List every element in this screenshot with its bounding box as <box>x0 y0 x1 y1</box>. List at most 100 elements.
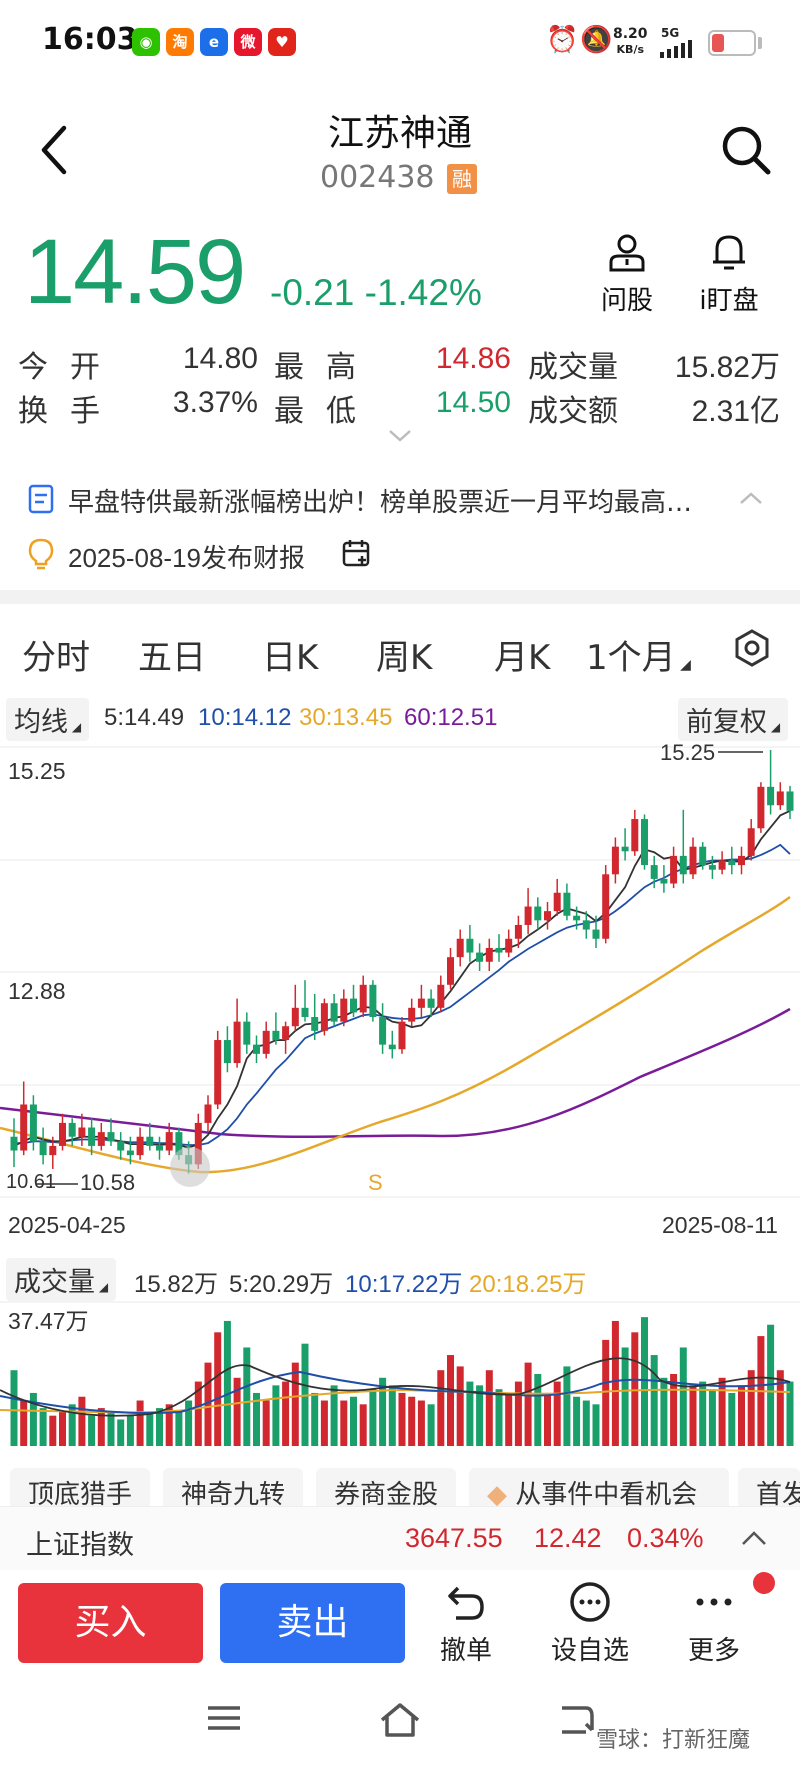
volume-bar <box>20 1400 28 1446</box>
volume-bar <box>243 1347 251 1446</box>
recent-apps-menu-icon[interactable] <box>204 1700 244 1736</box>
watch-button[interactable]: i盯盘 <box>684 232 774 317</box>
volume-bar <box>136 1400 144 1446</box>
volume-bar <box>398 1392 406 1446</box>
lightbulb-icon <box>28 538 54 570</box>
volume-bar <box>282 1381 290 1446</box>
volume-bar <box>563 1366 571 1446</box>
candle <box>369 980 377 1022</box>
stat-amount-label: 成交额 <box>528 394 618 429</box>
candle <box>466 924 474 962</box>
index-change-percent: 0.34% <box>627 1523 704 1553</box>
index-change: 12.42 <box>534 1523 602 1553</box>
volume-bar <box>408 1396 416 1446</box>
stat-open-label: 今开 <box>18 350 122 385</box>
volume-bar <box>708 1389 716 1446</box>
ask-stock-button[interactable]: 问股 <box>582 232 672 317</box>
volume-bar <box>340 1400 348 1446</box>
candle <box>553 878 561 916</box>
sell-button[interactable]: 卖出 <box>220 1583 405 1663</box>
volume-bar <box>437 1370 445 1446</box>
volume-bar <box>679 1347 687 1446</box>
volume-bar <box>660 1377 668 1446</box>
back-button[interactable] <box>36 120 76 180</box>
candle <box>689 837 697 879</box>
tab-weekly-k[interactable]: 周K <box>376 638 433 678</box>
volume-ma10: 10:17.22万 <box>345 1271 463 1298</box>
browser-app-icon: e <box>200 28 228 56</box>
dropdown-triangle-icon: ◢ <box>68 720 82 734</box>
y-axis-top-label: 15.25 <box>8 758 66 784</box>
volume-bar <box>78 1396 86 1446</box>
cancel-order-button[interactable]: 撤单 <box>416 1580 516 1667</box>
stat-low-value: 14.50 <box>435 386 511 419</box>
calendar-add-icon[interactable] <box>342 538 372 568</box>
search-button[interactable] <box>718 122 774 178</box>
tab-monthly-k[interactable]: 月K <box>494 638 551 678</box>
volume-bar <box>553 1381 561 1446</box>
back-nav-icon[interactable] <box>556 1700 596 1740</box>
volume-bar <box>514 1381 522 1446</box>
add-watchlist-button[interactable]: 设自选 <box>540 1580 640 1667</box>
news-headline-row[interactable]: 早盘特供最新涨幅榜出炉！榜单股票近一月平均最高… <box>0 472 800 524</box>
tab-more-periods[interactable]: 1个月 ◢ <box>586 630 691 679</box>
candle <box>359 975 367 1018</box>
kline-chart[interactable]: 15.25 10.58 10.61 S <box>0 742 800 1212</box>
volume-bar <box>621 1347 629 1446</box>
dropdown-triangle-icon: ◢ <box>767 720 781 734</box>
volume-bar <box>49 1415 57 1446</box>
volume-bar <box>611 1320 619 1446</box>
volume-bar <box>379 1377 387 1446</box>
expand-index-chevron-icon[interactable] <box>740 1529 768 1547</box>
candle <box>301 980 309 1022</box>
price-adjust-dropdown[interactable]: 前复权 ◢ <box>678 698 789 741</box>
volume-indicator-dropdown[interactable]: 成交量 ◢ <box>6 1258 117 1301</box>
expand-stats-chevron-icon[interactable] <box>387 428 413 444</box>
undo-icon <box>448 1586 484 1620</box>
collapse-chevron-icon[interactable] <box>738 490 764 506</box>
candle <box>117 1132 125 1160</box>
tab-intraday[interactable]: 分时 <box>22 638 90 678</box>
settings-gear-icon[interactable] <box>732 628 772 668</box>
candle <box>243 1012 251 1054</box>
dropdown-triangle-icon: ◢ <box>95 1280 109 1294</box>
candle <box>398 1017 406 1054</box>
network-speed-value: 8.20 <box>613 26 648 42</box>
volume-bar <box>204 1362 212 1446</box>
candle <box>718 851 726 875</box>
stat-turnover-label: 换手 <box>18 394 122 429</box>
buy-button[interactable]: 买入 <box>18 1583 203 1663</box>
tab-daily-k[interactable]: 日K <box>262 638 319 678</box>
home-icon[interactable] <box>378 1700 422 1740</box>
volume-chart[interactable] <box>0 1300 800 1450</box>
add-watchlist-label: 设自选 <box>550 1636 629 1666</box>
volume-bar <box>214 1332 222 1446</box>
candle <box>641 814 648 870</box>
candle <box>747 819 755 861</box>
ma-indicator-dropdown[interactable]: 均线 ◢ <box>6 698 90 741</box>
candle <box>437 975 445 1013</box>
tab-five-day[interactable]: 五日 <box>138 638 206 678</box>
more-dots-icon <box>696 1598 732 1606</box>
network-type: 5G <box>661 26 680 40</box>
legend-ma60: 60:12.51 <box>404 704 498 731</box>
diamond-icon: ◆ <box>487 1480 516 1510</box>
index-value: 3647.55 <box>405 1523 503 1553</box>
market-index-bar[interactable]: 上证指数 3647.55 12.42 0.34% <box>0 1506 800 1570</box>
volume-bar <box>582 1400 590 1446</box>
candle <box>728 846 736 875</box>
chart-float-button[interactable] <box>170 1147 210 1187</box>
legend-ma10: 10:14.12 <box>198 704 292 731</box>
weibo-icon: 微 <box>234 28 262 56</box>
more-button[interactable]: 更多 <box>664 1580 764 1667</box>
stat-open-value: 14.80 <box>182 342 258 375</box>
volume-bar <box>223 1320 231 1446</box>
candle <box>107 1118 115 1146</box>
volume-bar <box>631 1332 639 1446</box>
alarm-icon: ⏰ <box>546 25 579 55</box>
status-bar: 16:03 ◉ 淘 e 微 ♥ ⏰ 🔕 8.20 KB/s 5G <box>0 0 800 84</box>
candle <box>631 809 639 856</box>
earnings-date-row[interactable]: 2025-08-19发布财报 <box>0 528 800 580</box>
volume-bar <box>728 1392 736 1446</box>
volume-today: 15.82万 <box>134 1271 219 1298</box>
